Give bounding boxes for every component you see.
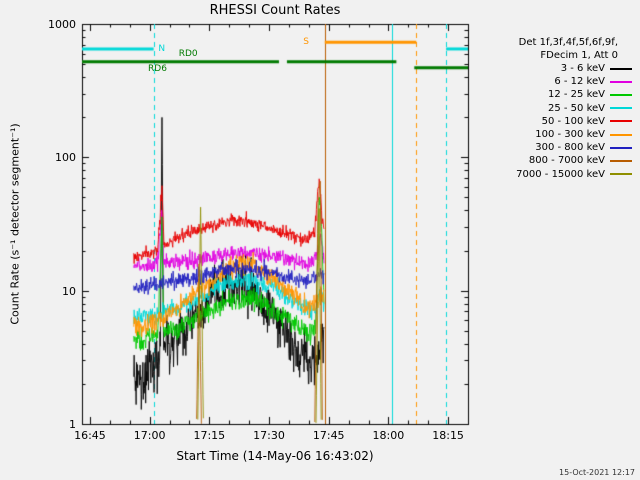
legend-entry-label: 12 - 25 keV <box>547 89 605 101</box>
x-axis-title: Start Time (14-May-06 16:43:02) <box>176 449 374 463</box>
x-tick-label: 17:15 <box>193 429 226 442</box>
legend-entry: 300 - 800 keV <box>470 141 632 154</box>
legend-entry: 6 - 12 keV <box>470 75 632 88</box>
legend-color-dash <box>610 159 632 162</box>
flag-label-night: N <box>158 43 166 54</box>
legend-color-dash <box>610 80 632 83</box>
legend-color-dash <box>610 146 632 149</box>
legend-entry-label: 50 - 100 keV <box>541 115 605 127</box>
legend-entry: 7000 - 15000 keV <box>470 168 632 181</box>
legend-entries: 3 - 6 keV 6 - 12 keV 12 - 25 keV 25 - 50 ke… <box>470 62 632 181</box>
legend-entry-label: 300 - 800 keV <box>535 142 605 154</box>
legend-entry-label: 6 - 12 keV <box>554 76 605 88</box>
legend-entry-label: 25 - 50 keV <box>547 102 605 114</box>
flag-label-rd6: RD6 <box>148 63 167 74</box>
legend-entry: 25 - 50 keV <box>470 102 632 115</box>
x-tick-label: 16:45 <box>74 429 106 442</box>
x-tick-label: 17:00 <box>133 429 166 442</box>
y-tick-label: 1000 <box>48 18 76 31</box>
y-axis-title: Count Rate (s⁻¹ detector segment⁻¹) <box>8 123 22 325</box>
legend-color-dash <box>610 173 632 176</box>
legend-entry-label: 7000 - 15000 keV <box>516 168 605 180</box>
legend-decim-att: FDecim 1, Att 0 <box>540 50 618 61</box>
x-tick-label: 18:00 <box>372 429 405 442</box>
legend-entry: 3 - 6 keV <box>470 62 632 75</box>
x-tick-label: 18:15 <box>432 429 464 442</box>
x-tick-label: 17:30 <box>253 429 285 442</box>
legend-entry-label: 800 - 7000 keV <box>528 155 605 167</box>
legend-entry-label: 100 - 300 keV <box>535 129 605 141</box>
y-tick-label: 1 <box>69 418 76 431</box>
legend-color-dash <box>610 67 632 70</box>
legend-entry: 100 - 300 keV <box>470 128 632 141</box>
flag-label-saa: S <box>303 37 309 48</box>
legend-color-dash <box>610 120 632 123</box>
y-tick-label: 10 <box>62 284 76 298</box>
legend-entry: 800 - 7000 keV <box>470 154 632 167</box>
legend-entry-label: 3 - 6 keV <box>560 63 605 75</box>
x-tick-label: 17:45 <box>312 429 345 442</box>
chart-title: RHESSI Count Rates <box>209 3 341 18</box>
legend-color-dash <box>610 107 632 110</box>
legend: Det 1f,3f,4f,5f,6f,9f, FDecim 1, Att 0 3… <box>470 36 632 181</box>
y-tick-label: 100 <box>55 151 76 165</box>
flag-label-rd0: RD0 <box>178 48 198 59</box>
legend-entry: 50 - 100 keV <box>470 115 632 128</box>
legend-color-dash <box>610 133 632 136</box>
legend-entry: 12 - 25 keV <box>470 88 632 101</box>
legend-color-dash <box>610 93 632 96</box>
plot-timestamp: 15-Oct-2021 12:17 <box>559 468 635 477</box>
legend-detectors: Det 1f,3f,4f,5f,6f,9f, <box>518 37 618 48</box>
